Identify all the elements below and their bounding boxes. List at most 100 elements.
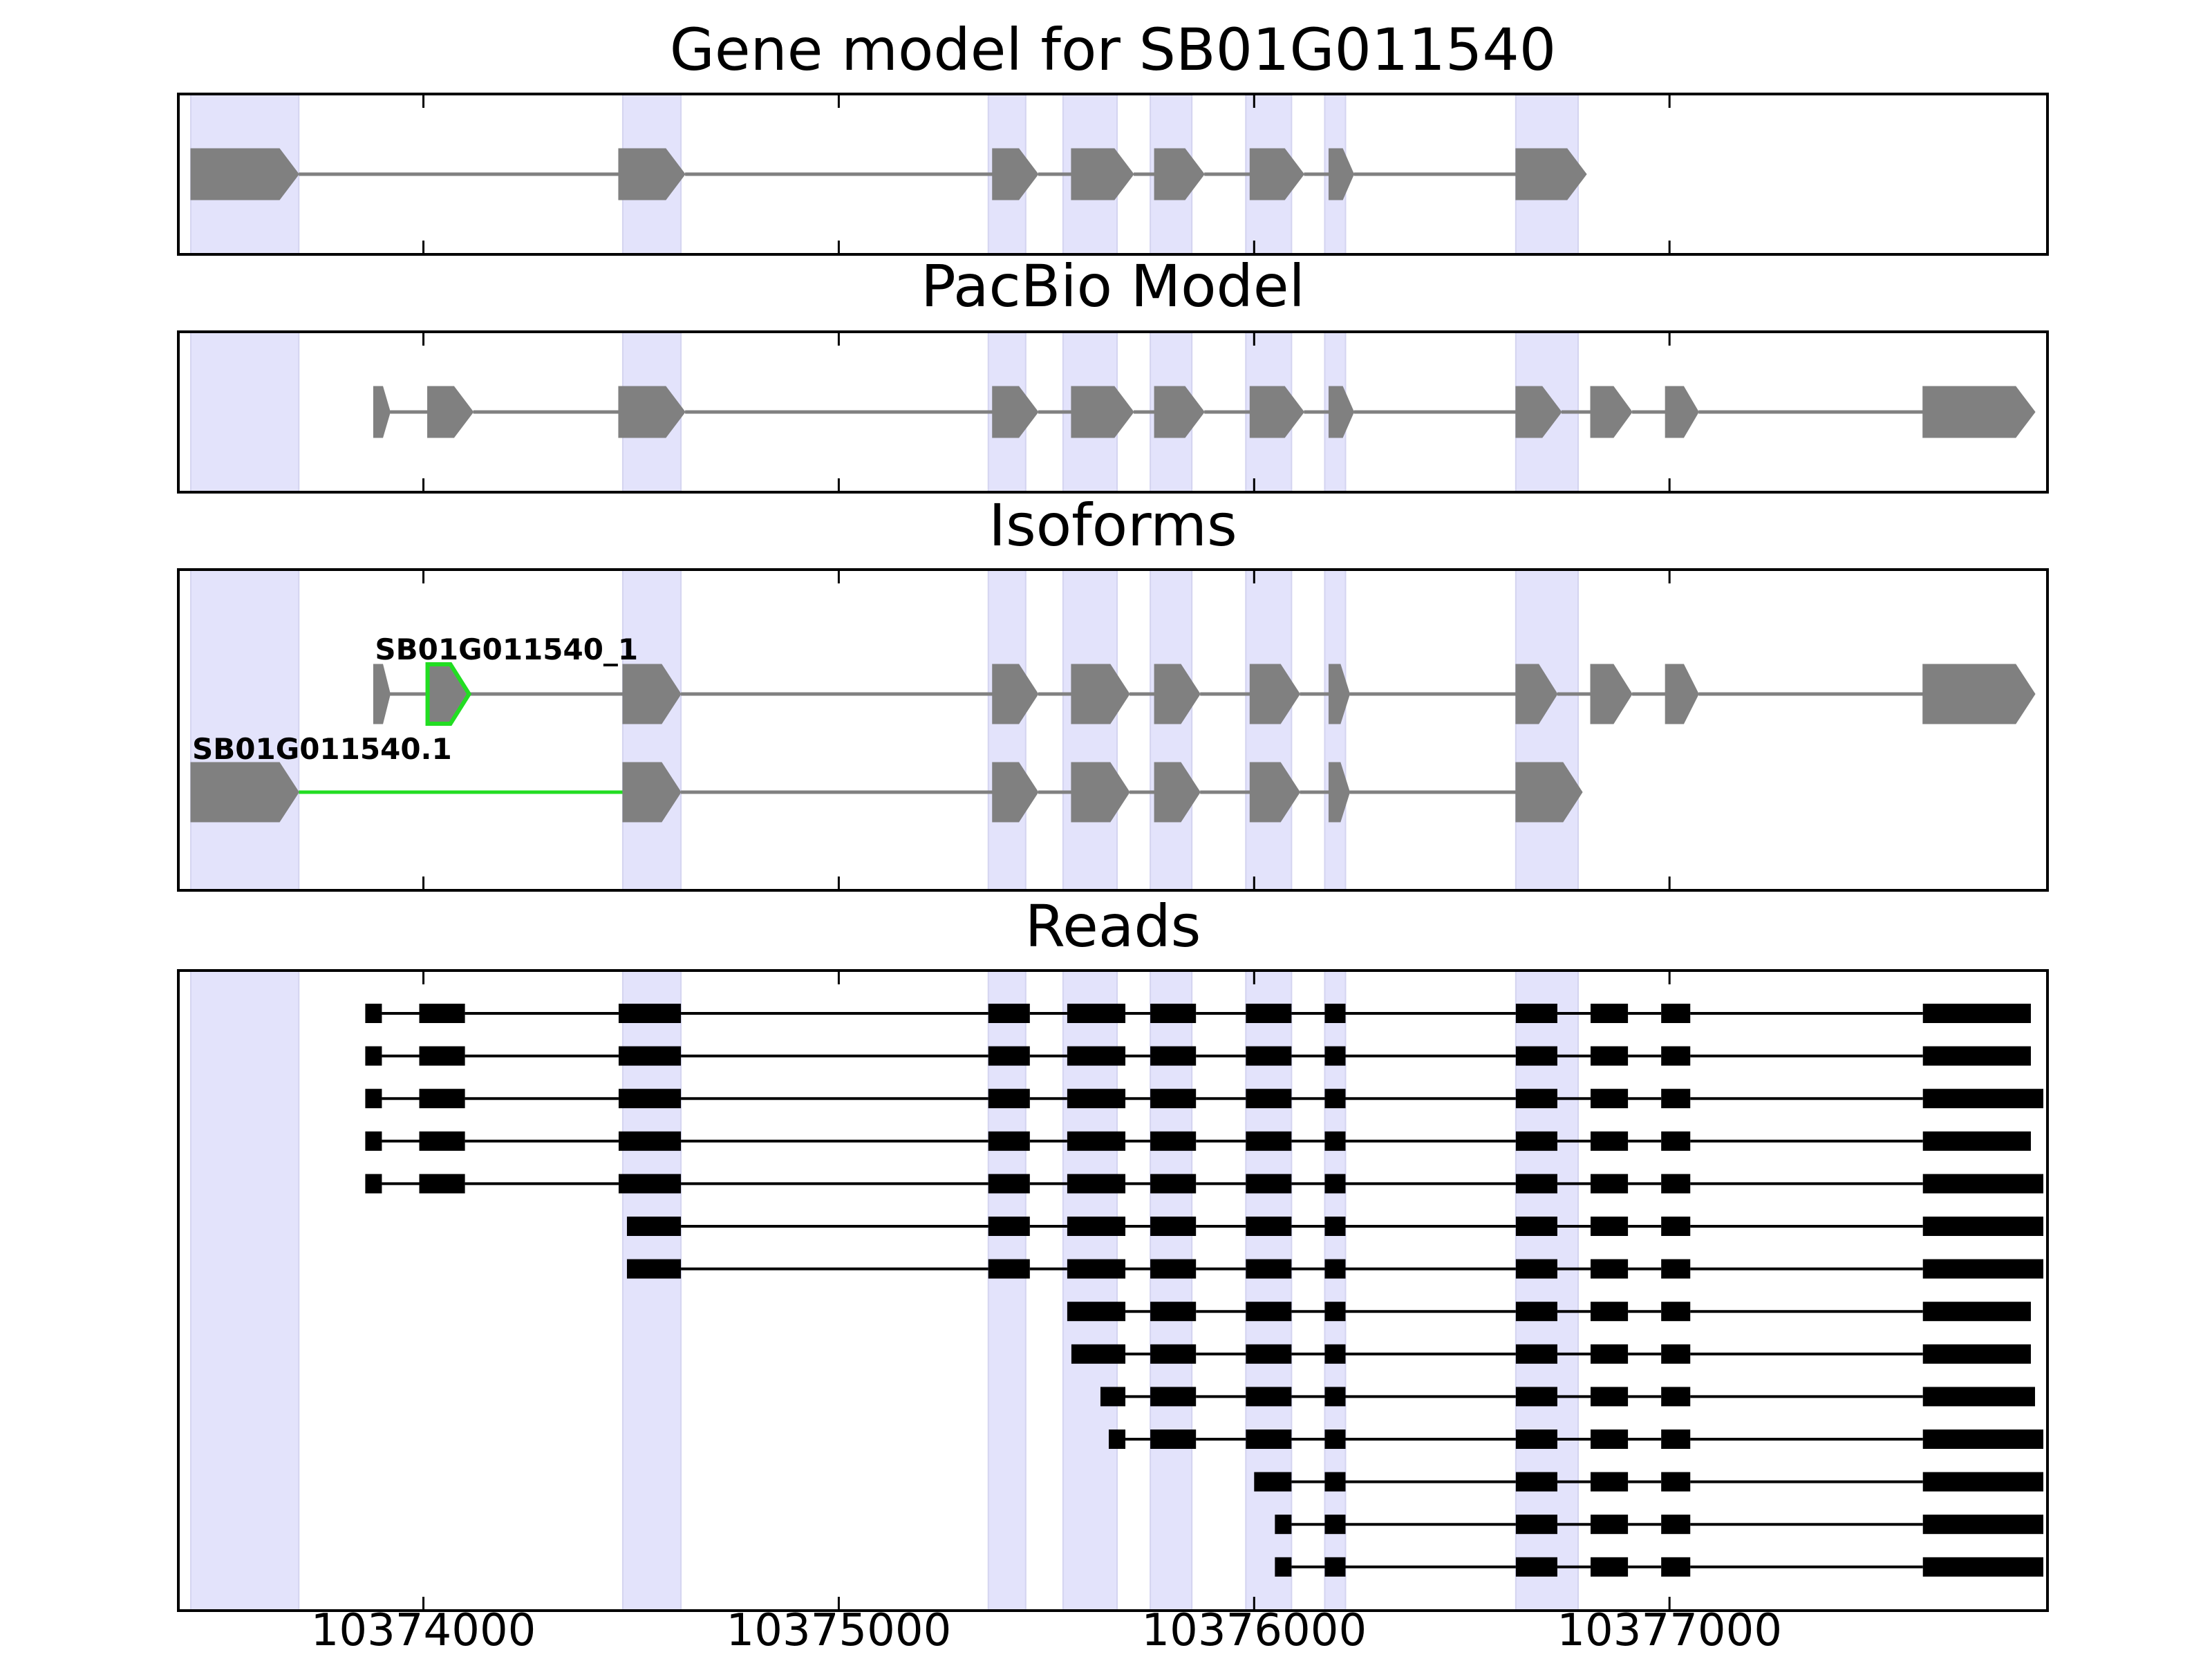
transcript-track: SB01G011540.1 [190, 732, 1583, 823]
x-tick-label: 10376000 [1141, 1605, 1367, 1656]
read-exon [1067, 1004, 1126, 1023]
read-exon [1150, 1302, 1197, 1322]
read-exon [1324, 1046, 1346, 1066]
transcript-track [190, 148, 1587, 200]
read-exon [1591, 1217, 1629, 1236]
read-exon [626, 1217, 682, 1236]
read-exon [1067, 1046, 1126, 1066]
exon-arrow [618, 386, 686, 438]
read-exon [1661, 1259, 1691, 1279]
highlight-region [1515, 970, 1579, 1611]
read-exon [419, 1131, 465, 1151]
read-exon [419, 1046, 465, 1066]
read-exon [1324, 1387, 1346, 1407]
read-exon [1067, 1174, 1126, 1194]
read-exon [988, 1004, 1030, 1023]
read-exon [1324, 1557, 1346, 1577]
exon-arrow [1154, 762, 1201, 823]
read-exon [1591, 1302, 1629, 1322]
read-track [626, 1217, 2043, 1236]
exon-arrow [1922, 664, 2036, 724]
exon-arrow [1922, 386, 2036, 438]
read-exon [1922, 1344, 2031, 1364]
read-exon [1275, 1515, 1292, 1535]
read-exon [1591, 1131, 1629, 1151]
read-exon [1661, 1131, 1691, 1151]
read-exon [1324, 1174, 1346, 1194]
exon-arrow [622, 762, 682, 823]
read-exon [1246, 1387, 1292, 1407]
read-exon [1100, 1387, 1126, 1407]
isoform-label: SB01G011540.1 [192, 732, 452, 766]
read-exon [1515, 1217, 1557, 1236]
x-tick-label: 10375000 [727, 1605, 952, 1656]
exon-arrow [1154, 386, 1205, 438]
read-exon [1922, 1387, 2035, 1407]
read-exon [1246, 1131, 1292, 1151]
read-exon [1922, 1430, 2043, 1449]
read-exon [1922, 1046, 2031, 1066]
read-track [1254, 1472, 2043, 1492]
read-exon [1661, 1089, 1691, 1109]
read-exon [1515, 1131, 1557, 1151]
read-exon [1661, 1344, 1691, 1364]
exon-arrow [427, 386, 474, 438]
read-exon [1324, 1089, 1346, 1109]
highlight-region [621, 970, 682, 1611]
read-exon [1591, 1174, 1629, 1194]
read-track [365, 1174, 2043, 1194]
exon-arrow [1515, 148, 1587, 200]
highlight-region [987, 970, 1027, 1611]
read-exon [1324, 1472, 1346, 1492]
read-exon [1515, 1259, 1557, 1279]
read-exon [1150, 1430, 1197, 1449]
exon-arrow [618, 148, 686, 200]
exon-arrow [1154, 148, 1205, 200]
exon-arrow [1590, 664, 1633, 724]
exon-arrow [190, 762, 299, 823]
read-exon [1922, 1515, 2043, 1535]
exon-arrow [1590, 386, 1633, 438]
read-exon [1661, 1004, 1691, 1023]
read-exon [1150, 1174, 1197, 1194]
read-exon [1067, 1089, 1126, 1109]
highlight-region [190, 331, 300, 493]
read-exon [1515, 1174, 1557, 1194]
read-exon [1324, 1344, 1346, 1364]
highlight-region [1245, 569, 1293, 891]
read-exon [1108, 1430, 1126, 1449]
exon-arrow [373, 386, 391, 438]
read-exon [1246, 1004, 1292, 1023]
read-exon [419, 1174, 465, 1194]
read-exon [1591, 1046, 1629, 1066]
exon-arrow [1665, 664, 1699, 724]
read-exon [618, 1174, 682, 1194]
exon-arrow [1515, 386, 1562, 438]
exon-arrow [1249, 762, 1300, 823]
exon-arrow [1515, 762, 1583, 823]
highlight-region [1324, 970, 1347, 1611]
panel-frame [177, 330, 2049, 494]
exon-arrow [1154, 664, 1201, 724]
read-exon [1246, 1259, 1292, 1279]
read-exon [1150, 1046, 1197, 1066]
read-exon [1246, 1174, 1292, 1194]
read-exon [1591, 1344, 1629, 1364]
read-exon [1922, 1131, 2031, 1151]
read-exon [618, 1004, 682, 1023]
x-tick-label: 10374000 [311, 1605, 536, 1656]
read-exon [1661, 1217, 1691, 1236]
read-exon [1515, 1557, 1557, 1577]
x-axis: 10374000 10375000 10376000 10377000 [311, 1605, 1782, 1656]
read-exon [1661, 1387, 1691, 1407]
isoform-label: SB01G011540_1 [375, 632, 638, 666]
read-exon [1324, 1515, 1346, 1535]
read-exon [1515, 1472, 1557, 1492]
read-exon [1922, 1472, 2043, 1492]
read-exon [1922, 1259, 2043, 1279]
read-exon [1922, 1217, 2043, 1236]
exon-arrow [1249, 148, 1305, 200]
read-track [365, 1046, 2031, 1066]
exon-arrow [190, 148, 299, 200]
